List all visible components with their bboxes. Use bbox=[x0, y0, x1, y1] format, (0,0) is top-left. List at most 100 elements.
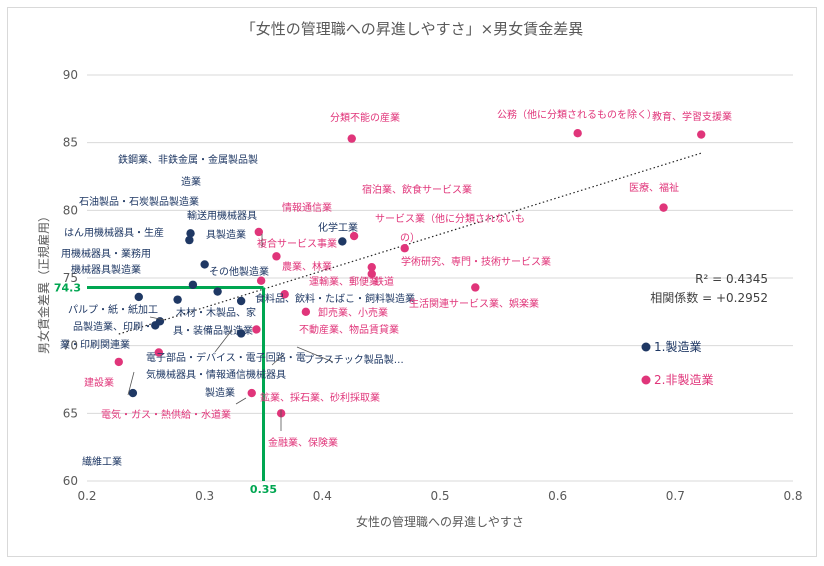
point-label: 食料品、飲料・たばこ・飼料製造業 bbox=[255, 292, 415, 305]
point-label: 分類不能の産業 bbox=[330, 111, 400, 124]
data-point bbox=[252, 325, 261, 334]
point-label: 運輸業、郵便業 bbox=[309, 275, 379, 288]
y-tick-label: 85 bbox=[63, 136, 78, 150]
data-points bbox=[114, 128, 706, 418]
data-point bbox=[573, 128, 582, 138]
point-label: 宿泊業、飲食サービス業 bbox=[362, 183, 472, 196]
point-label: プラスチック製品製… bbox=[304, 353, 404, 366]
y-tick-label: 70 bbox=[63, 339, 78, 353]
data-point bbox=[347, 134, 356, 143]
data-point bbox=[114, 357, 123, 367]
leader-line bbox=[235, 397, 247, 405]
legend-marker bbox=[641, 375, 651, 385]
y-tick-label: 65 bbox=[63, 406, 78, 420]
data-point bbox=[247, 388, 256, 398]
y-tick-label: 60 bbox=[63, 474, 78, 488]
point-label: 金融業、保険業 bbox=[268, 436, 338, 449]
x-tick-label: 0.3 bbox=[195, 489, 214, 503]
data-point bbox=[213, 287, 222, 296]
point-label: 鉄鋼業、非鉄金属・金属製品製 bbox=[118, 153, 258, 166]
y-tick-label: 80 bbox=[63, 203, 78, 217]
leader-line bbox=[296, 346, 334, 363]
x-tick-label: 0.6 bbox=[548, 489, 567, 503]
data-point bbox=[400, 244, 409, 253]
leader-line bbox=[149, 316, 166, 321]
point-labels: 鉄鋼業、非鉄金属・金属製品製造業石油製品・石炭製品製造業輸送用機械器具はん用機械… bbox=[60, 108, 732, 468]
data-point bbox=[659, 203, 668, 212]
trendline bbox=[118, 152, 702, 335]
point-label: 生活関連サービス業、娯楽業 bbox=[409, 297, 539, 310]
chart-frame bbox=[7, 7, 817, 557]
data-point bbox=[173, 295, 182, 304]
data-point bbox=[154, 348, 163, 357]
data-point bbox=[185, 235, 194, 245]
chart-title: 「女性の管理職への昇進しやすさ」×男女賃金差異 bbox=[240, 20, 584, 38]
r-squared-label: R² = 0.4345 bbox=[695, 272, 768, 286]
reference-lines: 74.3 0.35 bbox=[54, 281, 277, 496]
point-label: 製造業 bbox=[205, 386, 235, 399]
data-point bbox=[697, 130, 706, 139]
point-label: 業・印刷関連業 bbox=[60, 338, 130, 351]
point-label: 不動産業、物品賃貸業 bbox=[299, 323, 399, 336]
x-tick-label: 0.8 bbox=[783, 489, 802, 503]
point-label: その他製造業 bbox=[209, 265, 269, 278]
point-label: 輸送用機械器具 bbox=[187, 209, 257, 222]
point-label: の） bbox=[400, 232, 420, 244]
data-point bbox=[128, 388, 138, 398]
x-tick-label: 0.7 bbox=[666, 489, 685, 503]
legend: R² = 0.4345 相関係数 = +0.2952 1.製造業 2.非製造業 bbox=[641, 272, 768, 387]
gridlines bbox=[87, 74, 793, 482]
point-label: 具・装備品製造業 bbox=[173, 324, 253, 337]
leader-line bbox=[271, 354, 284, 366]
point-label: 学術研究、専門・技術サービス業 bbox=[401, 255, 551, 268]
point-label: 卸売業、小売業 bbox=[318, 306, 388, 319]
x-tick-label: 0.5 bbox=[430, 489, 449, 503]
correlation-label: 相関係数 = +0.2952 bbox=[650, 290, 768, 305]
point-label: 農業、林業 bbox=[282, 260, 332, 273]
point-label: 具製造業 bbox=[206, 228, 246, 241]
legend-marker bbox=[641, 342, 651, 352]
axes: 60 65 70 75 80 85 90 0.2 0.3 0.4 0.5 0.6 0.7 0.8 女性の管理… bbox=[36, 68, 803, 529]
leader-line bbox=[214, 329, 233, 353]
point-label: 品製造業、印刷・ bbox=[73, 320, 153, 333]
data-point bbox=[188, 280, 198, 289]
point-label: 電子部品・デバイス・電子回路・電 bbox=[146, 351, 306, 364]
point-label: 鉄道 bbox=[374, 275, 394, 288]
data-point bbox=[349, 231, 359, 241]
legend-label: 2.非製造業 bbox=[654, 373, 713, 387]
trendline-linear bbox=[118, 152, 702, 335]
data-point bbox=[134, 292, 143, 302]
point-label: サービス業（他に分類されないも bbox=[375, 212, 525, 225]
point-label: 機械器具製造業 bbox=[71, 263, 141, 276]
data-point bbox=[280, 290, 289, 299]
legend-label: 1.製造業 bbox=[654, 340, 701, 354]
point-label: 鉱業、採石業、砂利採取業 bbox=[260, 391, 380, 404]
point-label: 建設業 bbox=[84, 376, 114, 389]
point-label: 公務（他に分類されるものを除く） bbox=[497, 108, 657, 121]
point-label: 用機械器具・業務用 bbox=[61, 247, 151, 260]
data-point bbox=[200, 260, 209, 269]
y-axis-label: 男女賃金差異（正規雇用） bbox=[36, 210, 51, 354]
data-point bbox=[256, 276, 266, 285]
point-label: 気機械器具・情報通信機械器具 bbox=[146, 368, 286, 381]
x-tick-label: 0.4 bbox=[313, 489, 332, 503]
data-point bbox=[367, 262, 376, 272]
x-tick-label: 0.2 bbox=[77, 489, 96, 503]
point-label: 教育、学習支援業 bbox=[652, 110, 732, 123]
point-label: 情報通信業 bbox=[282, 201, 332, 214]
y-tick-label: 90 bbox=[63, 68, 78, 82]
data-point bbox=[272, 252, 281, 261]
reference-x-label: 0.35 bbox=[250, 483, 277, 496]
data-point bbox=[471, 283, 480, 292]
data-point bbox=[236, 329, 246, 338]
data-point bbox=[338, 237, 347, 246]
point-label: 繊維工業 bbox=[82, 455, 122, 468]
point-label: 医療、福祉 bbox=[629, 181, 679, 194]
x-axis-label: 女性の管理職への昇進しやすさ bbox=[356, 514, 524, 529]
point-label: はん用機械器具・生産 bbox=[64, 226, 164, 239]
point-label: 電気・ガス・熱供給・水道業 bbox=[101, 408, 231, 421]
leader-line bbox=[127, 371, 135, 396]
point-label: パルプ・紙・紙加工 bbox=[68, 303, 158, 316]
y-tick-label: 75 bbox=[63, 271, 78, 285]
